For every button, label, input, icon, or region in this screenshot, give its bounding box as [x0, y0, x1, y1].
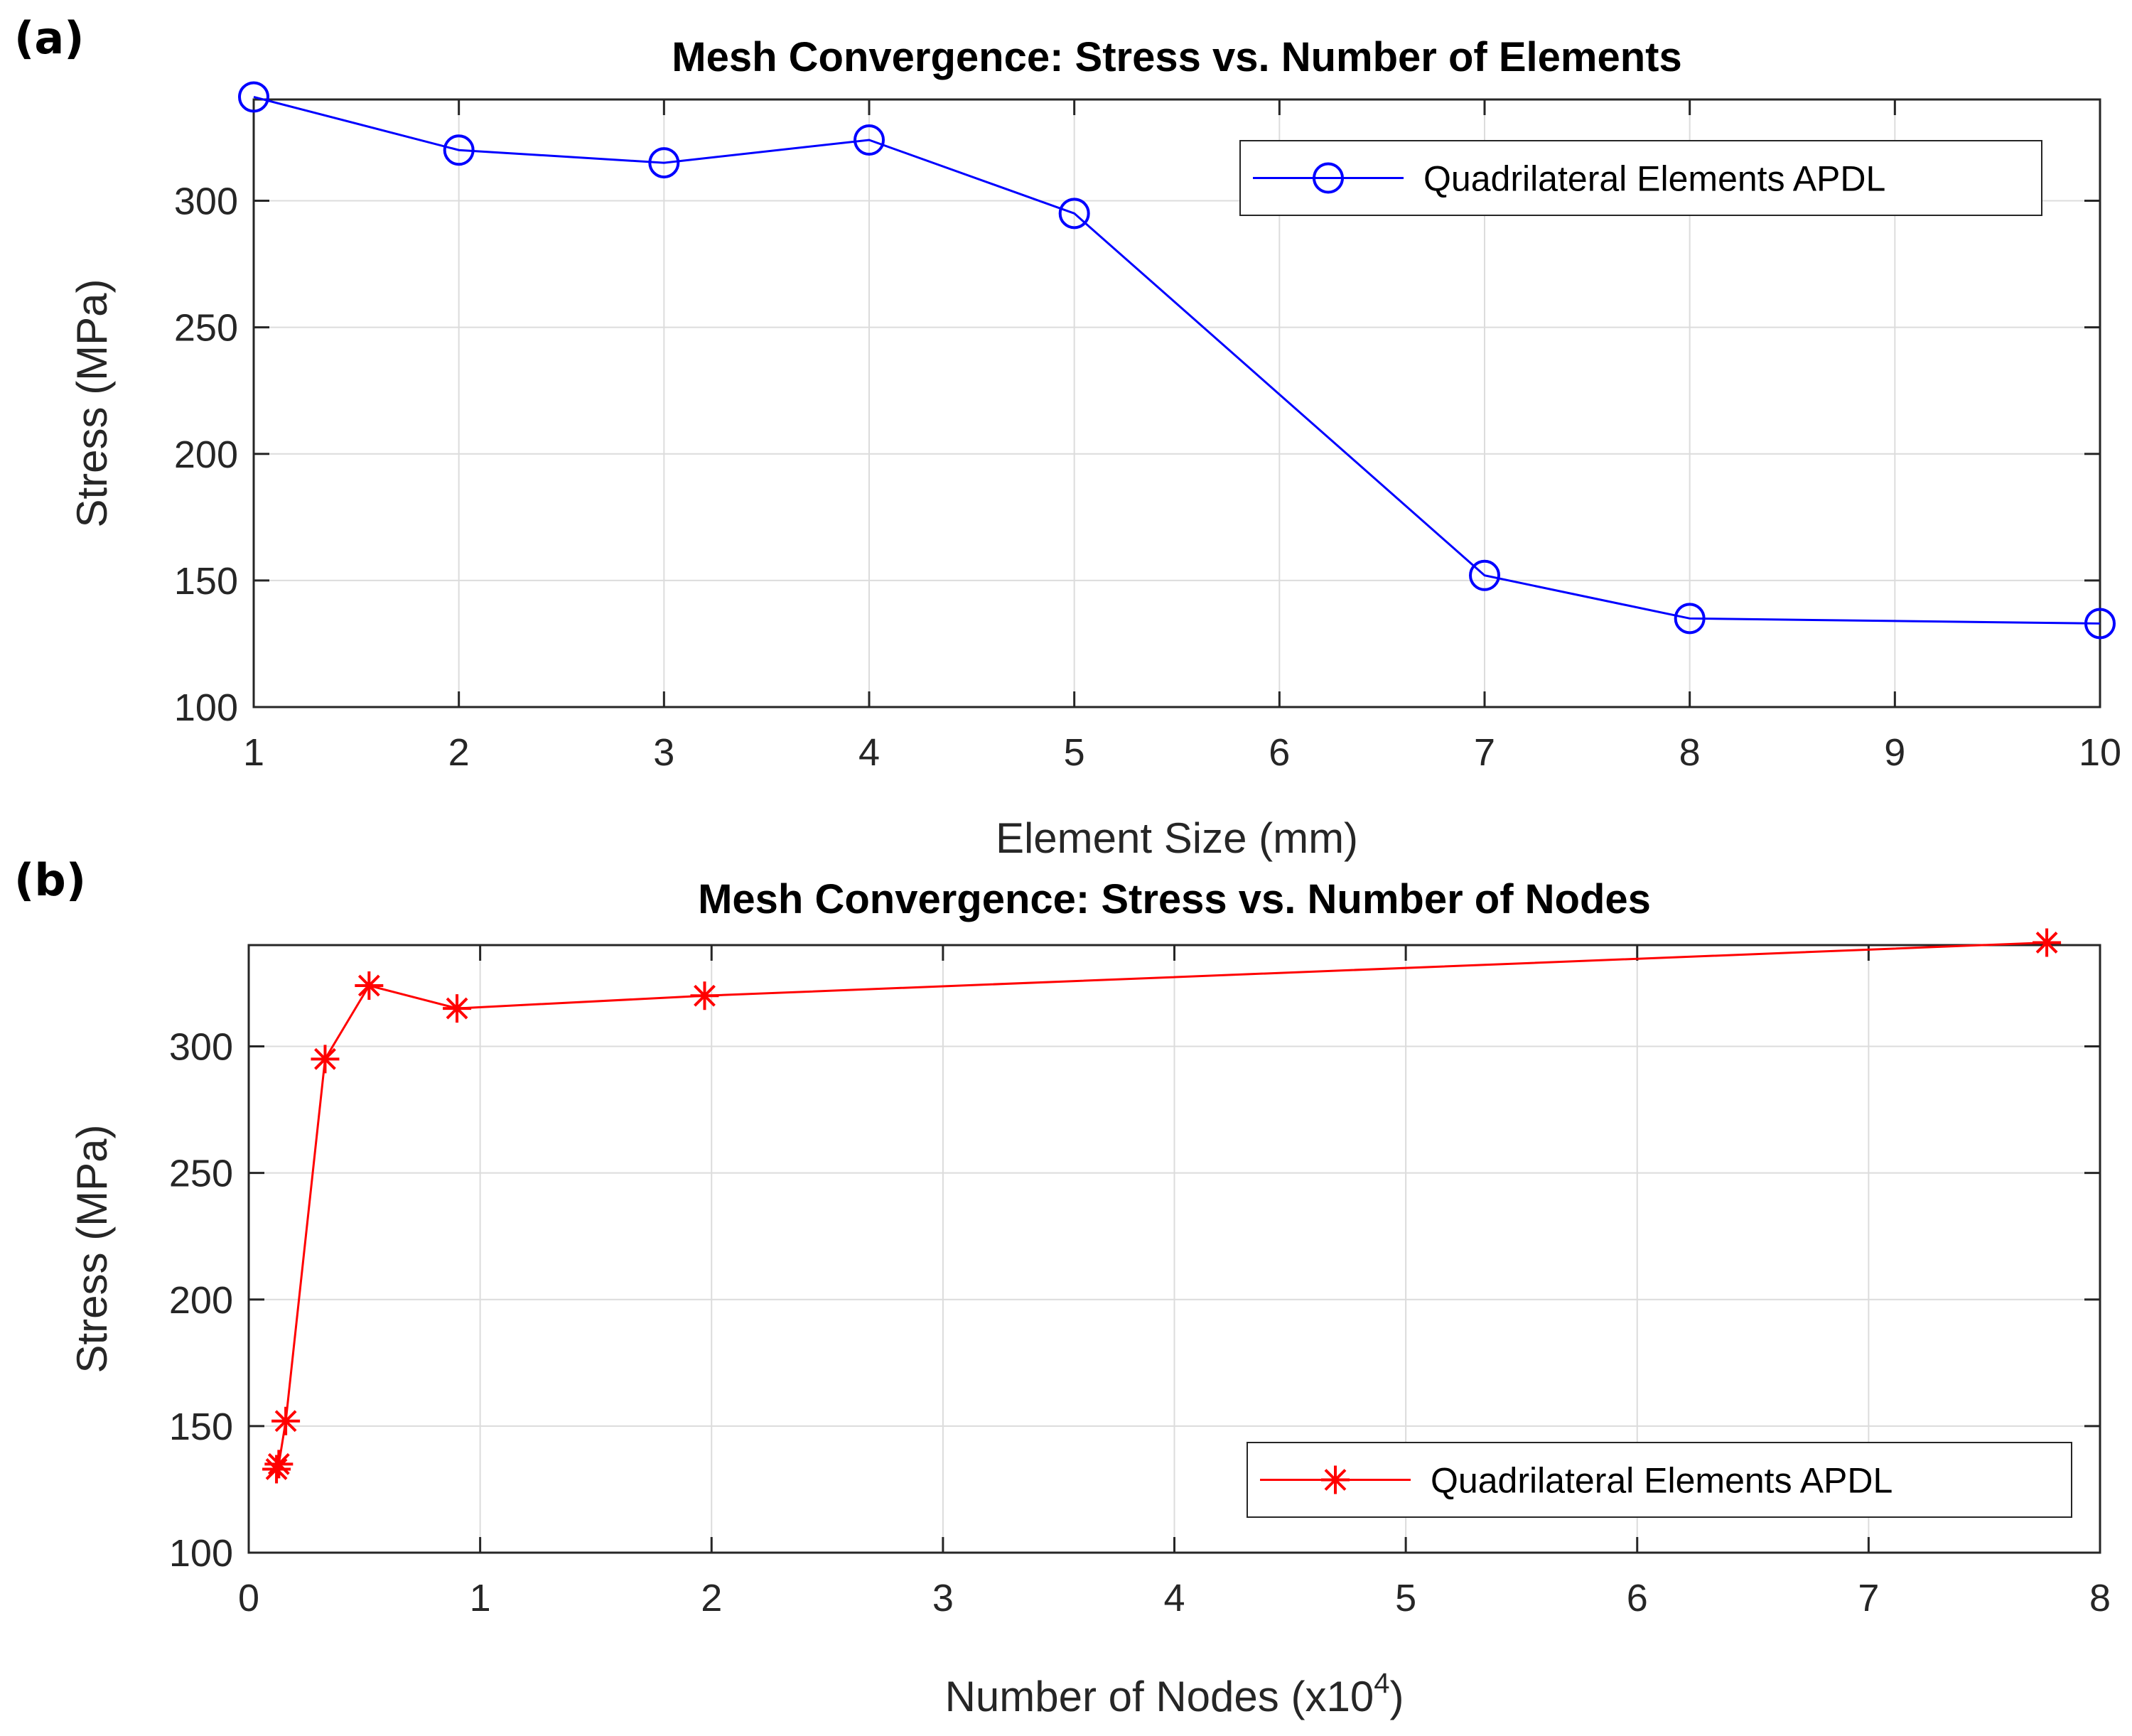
data-point — [1058, 198, 1090, 230]
series-line — [253, 95, 2101, 625]
chart-panel-a: (a) Mesh Convergence: Stress vs. Number o… — [14, 12, 2121, 862]
data-point — [311, 1045, 340, 1074]
y-tick-label: 150 — [169, 1406, 233, 1448]
data-point — [271, 1406, 301, 1435]
y-tick-label: 150 — [174, 560, 238, 603]
x-tick-label: 7 — [1474, 731, 1495, 774]
series-line — [275, 941, 2047, 1470]
x-tick-label: 8 — [1679, 731, 1701, 774]
x-tick-label: 4 — [858, 731, 880, 774]
x-tick-label: 2 — [448, 731, 470, 774]
chart-panel-b: (b) Mesh Convergence: Stress vs. Number o… — [14, 854, 2111, 1720]
data-point — [1674, 603, 1706, 635]
x-axis-label: Element Size (mm) — [996, 814, 1358, 862]
data-point — [854, 124, 885, 156]
data-point — [690, 981, 719, 1010]
legend: Quadrilateral Elements APDL — [1239, 140, 2042, 216]
data-point — [1469, 559, 1500, 591]
data-point — [1321, 1465, 1350, 1494]
y-tick-label: 100 — [174, 686, 238, 729]
x-tick-label: 5 — [1395, 1577, 1416, 1619]
y-tick-label: 300 — [174, 180, 238, 223]
x-tick-label: 6 — [1627, 1577, 1648, 1619]
y-tick-label: 250 — [174, 307, 238, 350]
legend-label: Quadrilateral Elements APDL — [1431, 1461, 1893, 1501]
panel-label: (a) — [14, 12, 85, 64]
data-point — [355, 971, 384, 1000]
data-point — [443, 134, 475, 166]
x-tick-label: 1 — [470, 1577, 491, 1619]
x-tick-label: 5 — [1064, 731, 1085, 774]
x-tick-label: 4 — [1163, 1577, 1185, 1619]
data-point — [264, 1450, 294, 1479]
legend-label: Quadrilateral Elements APDL — [1423, 159, 1885, 199]
y-axis-label: Stress (MPa) — [68, 279, 116, 527]
data-point — [443, 994, 472, 1023]
data-point — [238, 81, 269, 113]
data-point — [2033, 928, 2062, 957]
y-tick-label: 100 — [169, 1532, 233, 1575]
x-tick-label: 1 — [243, 731, 264, 774]
y-tick-label: 200 — [174, 433, 238, 476]
data-point — [2084, 608, 2116, 640]
data-point — [648, 147, 680, 179]
x-tick-label: 0 — [238, 1577, 259, 1619]
chart-title: Mesh Convergence: Stress vs. Number of E… — [672, 34, 1681, 80]
x-tick-label: 8 — [2089, 1577, 2111, 1619]
x-tick-label: 7 — [1858, 1577, 1879, 1619]
y-tick-label: 200 — [169, 1279, 233, 1322]
x-tick-label: 3 — [653, 731, 674, 774]
x-axis-label: Number of Nodes (x104) — [945, 1668, 1404, 1720]
x-tick-label: 9 — [1884, 731, 1905, 774]
x-tick-label: 2 — [701, 1577, 722, 1619]
x-tick-label: 6 — [1269, 731, 1290, 774]
x-tick-label: 3 — [932, 1577, 954, 1619]
y-axis-label: Stress (MPa) — [68, 1124, 116, 1373]
panel-label: (b) — [14, 854, 86, 906]
data-point — [262, 1455, 291, 1484]
data-point — [1313, 162, 1344, 194]
legend: Quadrilateral Elements APDL — [1247, 1442, 2072, 1518]
plot-frame — [252, 98, 2101, 708]
y-tick-label: 250 — [169, 1153, 233, 1195]
x-tick-label: 10 — [2079, 731, 2121, 774]
y-tick-label: 300 — [169, 1026, 233, 1069]
chart-title: Mesh Convergence: Stress vs. Number of N… — [698, 876, 1651, 922]
